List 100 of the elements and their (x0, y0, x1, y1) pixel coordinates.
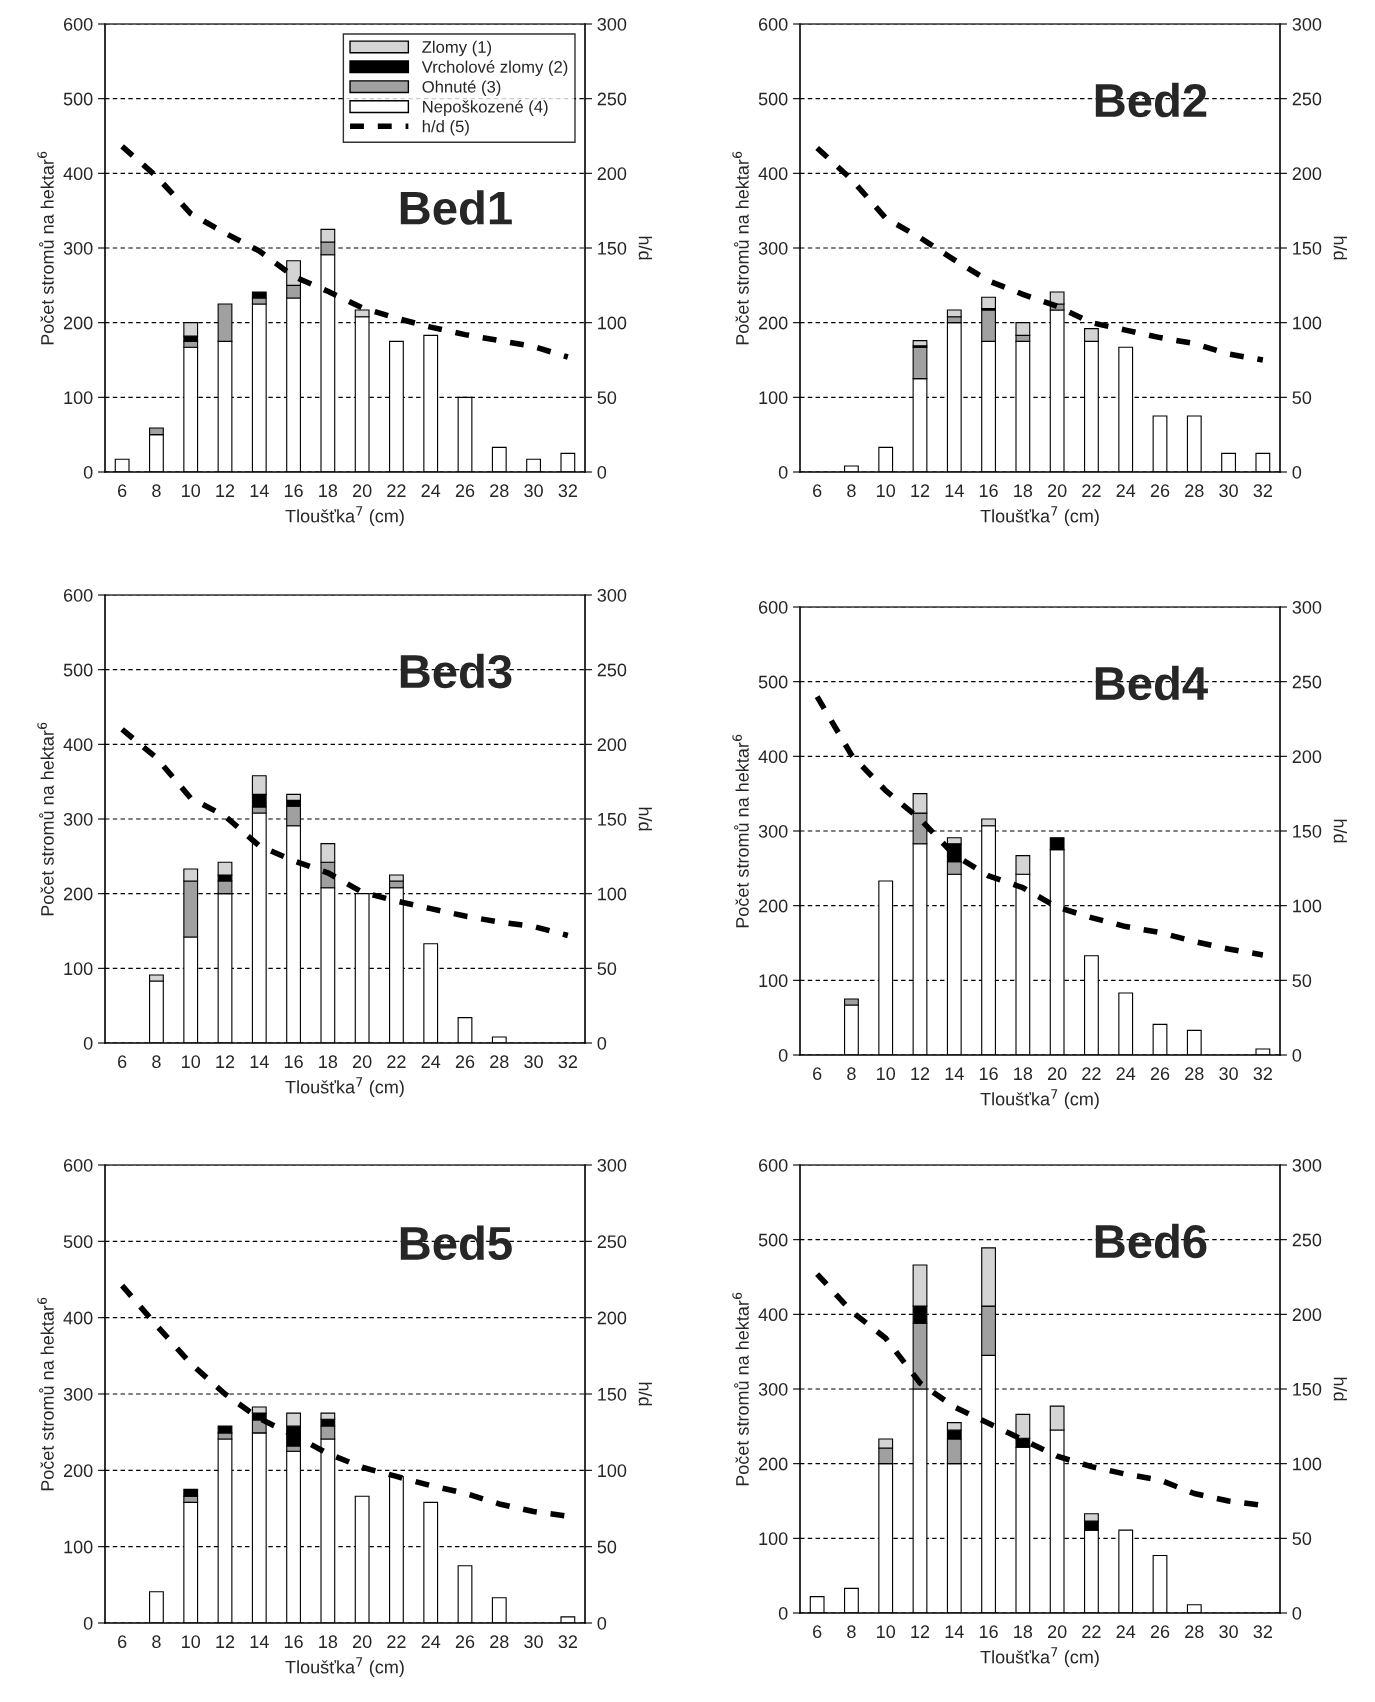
x-axis-title: Tloušťka$^{7}$ (cm) (285, 506, 404, 527)
x-tick-label: 30 (524, 1635, 543, 1649)
x-tick-label: 18 (319, 484, 338, 498)
y-tick-label: 400 (63, 1311, 93, 1325)
legend-label: h/d (5) (422, 120, 469, 136)
y-tick-label: 400 (758, 167, 788, 181)
y-axis-title: Počet stromů na hektar$^{6}$ (732, 734, 749, 928)
y2-tick-label: 0 (597, 1616, 607, 1630)
legend-label: Ohnuté (3) (422, 80, 501, 96)
x-tick-label: 28 (1185, 484, 1204, 498)
y2-tick-label: 200 (597, 167, 627, 181)
x-tick-label: 14 (945, 484, 964, 497)
x-tick-label: 16 (979, 484, 998, 498)
x-tick-label: 12 (216, 484, 235, 497)
x-tick-label: 24 (421, 1055, 441, 1068)
y2-tick-label: 300 (597, 1158, 627, 1172)
x-tick-label: 22 (1082, 1067, 1101, 1080)
y2-axis-title: h/d (638, 236, 652, 260)
y2-tick-label: 250 (1292, 92, 1322, 106)
y-tick-label: 500 (63, 663, 93, 677)
x-tick-label: 14 (945, 1067, 964, 1080)
x-tick-label: 10 (182, 1055, 201, 1069)
y2-axis-title: h/d (1333, 1377, 1347, 1401)
y2-tick-label: 150 (1293, 824, 1322, 838)
x-tick-label: 28 (490, 1635, 509, 1649)
y2-axis-title: h/d (1333, 236, 1347, 260)
y-tick-label: 600 (63, 17, 93, 31)
y-axis-title: Počet stromů na hektar$^{6}$ (732, 151, 749, 345)
y-tick-label: 300 (758, 824, 788, 838)
x-tick-label: 26 (1150, 1067, 1170, 1081)
y2-tick-label: 0 (1292, 1048, 1302, 1062)
y2-tick-label: 0 (1292, 1606, 1302, 1620)
x-tick-label: 22 (387, 1055, 406, 1068)
y-tick-label: 400 (63, 167, 93, 181)
y2-tick-label: 100 (598, 316, 627, 330)
y-tick-label: 500 (63, 92, 93, 106)
x-tick-label: 8 (152, 1055, 161, 1069)
x-tick-label: 28 (1185, 1067, 1204, 1081)
y-tick-label: 100 (64, 391, 93, 405)
x-tick-label: 32 (1253, 484, 1272, 498)
x-axis-title: Tloušťka$^{7}$ (cm) (285, 1077, 404, 1098)
x-tick-label: 8 (152, 1635, 161, 1649)
x-axis-title: Tloušťka$^{7}$ (cm) (285, 1657, 404, 1678)
legend-label: Nepoškozené (4) (423, 100, 548, 116)
x-tick-label: 16 (284, 1055, 303, 1069)
y2-tick-label: 100 (1293, 899, 1322, 913)
y-tick-label: 100 (64, 962, 93, 976)
y2-tick-label: 0 (1292, 465, 1302, 479)
x-tick-label: 12 (911, 484, 930, 497)
x-axis-title: Tloušťka$^{7}$ (cm) (980, 506, 1099, 527)
x-tick-label: 32 (1253, 1067, 1272, 1081)
x-tick-label: 20 (353, 1055, 372, 1069)
text: Bed3 (400, 653, 512, 689)
x-tick-label: 26 (1150, 484, 1170, 498)
x-tick-label: 20 (353, 484, 372, 498)
y2-tick-label: 50 (1292, 1532, 1312, 1546)
y2-tick-label: 250 (597, 1235, 627, 1249)
x-tick-label: 24 (421, 1635, 441, 1648)
legend-label: Zlomy (1) (422, 40, 492, 57)
y-tick-label: 100 (759, 1532, 788, 1546)
text: Bed5 (400, 1225, 512, 1261)
x-tick-label: 28 (490, 1055, 509, 1069)
y2-axis-title: h/d (638, 1382, 652, 1406)
text: Bed6 (1095, 1223, 1207, 1259)
x-tick-label: 28 (490, 484, 509, 498)
x-tick-label: 16 (979, 1067, 998, 1081)
y-tick-label: 200 (758, 316, 788, 330)
y-tick-label: 200 (63, 887, 93, 901)
y2-tick-label: 250 (1292, 675, 1322, 689)
y2-tick-label: 200 (1292, 167, 1322, 181)
x-tick-label: 26 (1150, 1625, 1170, 1639)
x-tick-label: 8 (152, 484, 161, 498)
x-tick-label: 30 (1219, 1067, 1238, 1081)
x-tick-label: 18 (1014, 1067, 1033, 1081)
x-tick-label: 6 (813, 1625, 822, 1639)
y-axis-title: Počet stromů na hektar$^{6}$ (732, 1292, 749, 1486)
x-tick-label: 18 (1014, 1625, 1033, 1639)
x-tick-label: 6 (813, 1067, 822, 1081)
text: Bed1 (400, 190, 512, 225)
y-tick-label: 0 (778, 1048, 788, 1062)
y2-tick-label: 250 (1292, 1233, 1322, 1247)
y2-tick-label: 100 (598, 1464, 627, 1478)
y-tick-label: 600 (63, 588, 93, 602)
y2-tick-label: 150 (598, 241, 627, 255)
x-tick-label: 26 (455, 484, 475, 498)
y2-tick-label: 50 (597, 391, 617, 405)
x-tick-label: 12 (216, 1635, 235, 1648)
y2-tick-label: 300 (597, 17, 627, 31)
x-tick-label: 28 (1185, 1625, 1204, 1639)
x-tick-label: 8 (847, 1067, 856, 1081)
y2-tick-label: 200 (597, 1311, 627, 1325)
x-tick-label: 32 (1253, 1625, 1272, 1639)
y-tick-label: 500 (758, 92, 788, 106)
x-tick-label: 22 (387, 1635, 406, 1648)
x-tick-label: 30 (1219, 484, 1238, 498)
x-tick-label: 14 (250, 484, 269, 497)
y-axis-title: Počet stromů na hektar$^{6}$ (37, 1297, 54, 1491)
x-tick-label: 32 (558, 1635, 577, 1649)
y-tick-label: 200 (758, 1457, 788, 1471)
y-tick-label: 600 (758, 600, 788, 614)
